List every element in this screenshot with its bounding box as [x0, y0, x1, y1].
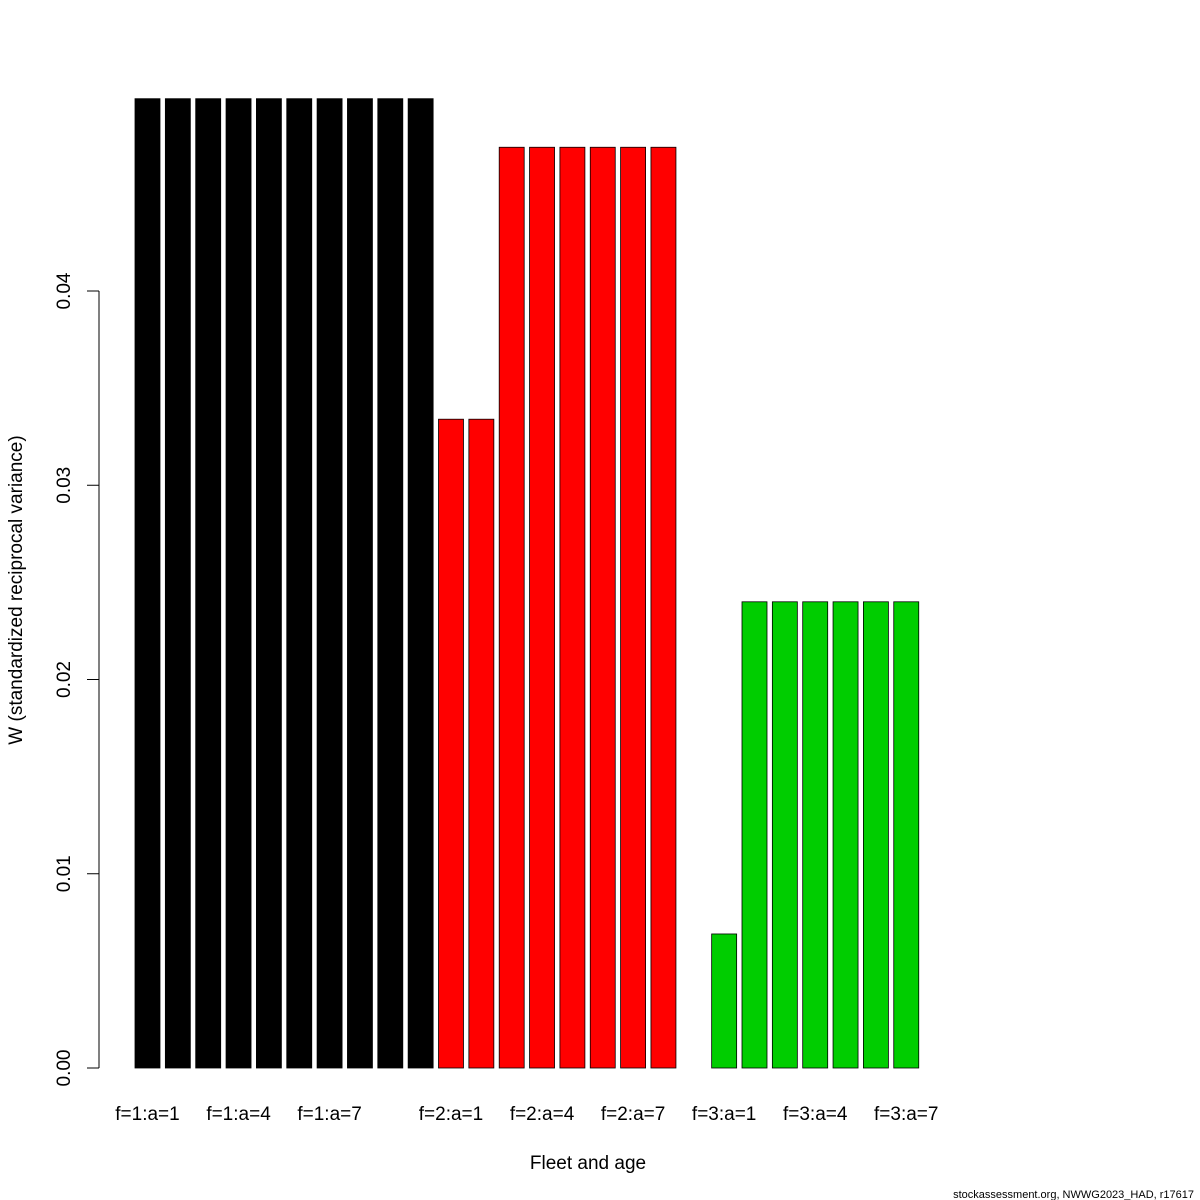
bar-fleet-1-5	[255, 98, 282, 1069]
y-axis: 0.00 0.01 0.02 0.03 0.04	[54, 272, 100, 1087]
y-tick-label: 0.03	[54, 467, 75, 504]
bar-fleet-1-6	[286, 98, 313, 1069]
x-tick-label: f=2:a=4	[510, 1104, 575, 1125]
bar-fleet-2-5	[559, 146, 586, 1069]
y-axis-title: W (standardized reciprocal variance)	[6, 435, 27, 744]
x-tick-label: f=3:a=4	[783, 1104, 848, 1125]
bars	[134, 98, 920, 1069]
bar-fleet-1-7	[316, 98, 343, 1069]
bar-fleet-2-8	[650, 146, 677, 1069]
bar-fleet-1-4	[225, 98, 252, 1069]
bar-fleet-2-6	[589, 146, 616, 1069]
x-tick-label: f=1:a=7	[297, 1104, 361, 1125]
bar-fleet-2-1	[438, 418, 464, 1069]
x-tick-label: f=2:a=7	[601, 1104, 665, 1125]
x-tick-labels: f=1:a=1 f=1:a=4 f=1:a=7 f=2:a=1 f=2:a=4 f=2:a…	[115, 1104, 938, 1125]
bar-fleet-3-2	[741, 601, 768, 1069]
bar-fleet-3-7	[893, 601, 920, 1069]
footer-credit: stockassessment.org, NWWG2023_HAD, r1761…	[953, 1189, 1194, 1200]
bar-fleet-1-10	[407, 98, 434, 1069]
bar-fleet-3-6	[863, 601, 889, 1069]
bar-fleet-2-2	[468, 418, 495, 1069]
x-tick-label: f=1:a=1	[115, 1104, 179, 1125]
bar-fleet-2-4	[529, 146, 555, 1069]
bar-fleet-3-5	[832, 601, 859, 1069]
y-tick-label: 0.01	[54, 855, 75, 892]
x-tick-label: f=3:a=1	[692, 1104, 756, 1125]
bar-fleet-1-9	[377, 98, 404, 1069]
x-axis-title: Fleet and age	[530, 1153, 646, 1174]
y-tick-label: 0.02	[54, 661, 75, 698]
x-tick-label: f=1:a=4	[206, 1104, 271, 1125]
x-tick-label: f=3:a=7	[874, 1104, 938, 1125]
x-tick-label: f=2:a=1	[419, 1104, 483, 1125]
bar-fleet-3-4	[802, 601, 829, 1069]
bar-fleet-2-3	[498, 146, 525, 1069]
bar-fleet-3-3	[771, 601, 798, 1069]
bar-fleet-3-1	[711, 933, 738, 1069]
bar-fleet-2-7	[620, 146, 646, 1069]
bar-fleet-1-3	[195, 98, 222, 1069]
bar-fleet-1-2	[164, 98, 191, 1069]
bar-fleet-1-8	[347, 98, 373, 1069]
y-tick-label: 0.04	[54, 272, 75, 309]
y-tick-label: 0.00	[54, 1050, 75, 1087]
bar-fleet-1-1	[134, 98, 161, 1069]
